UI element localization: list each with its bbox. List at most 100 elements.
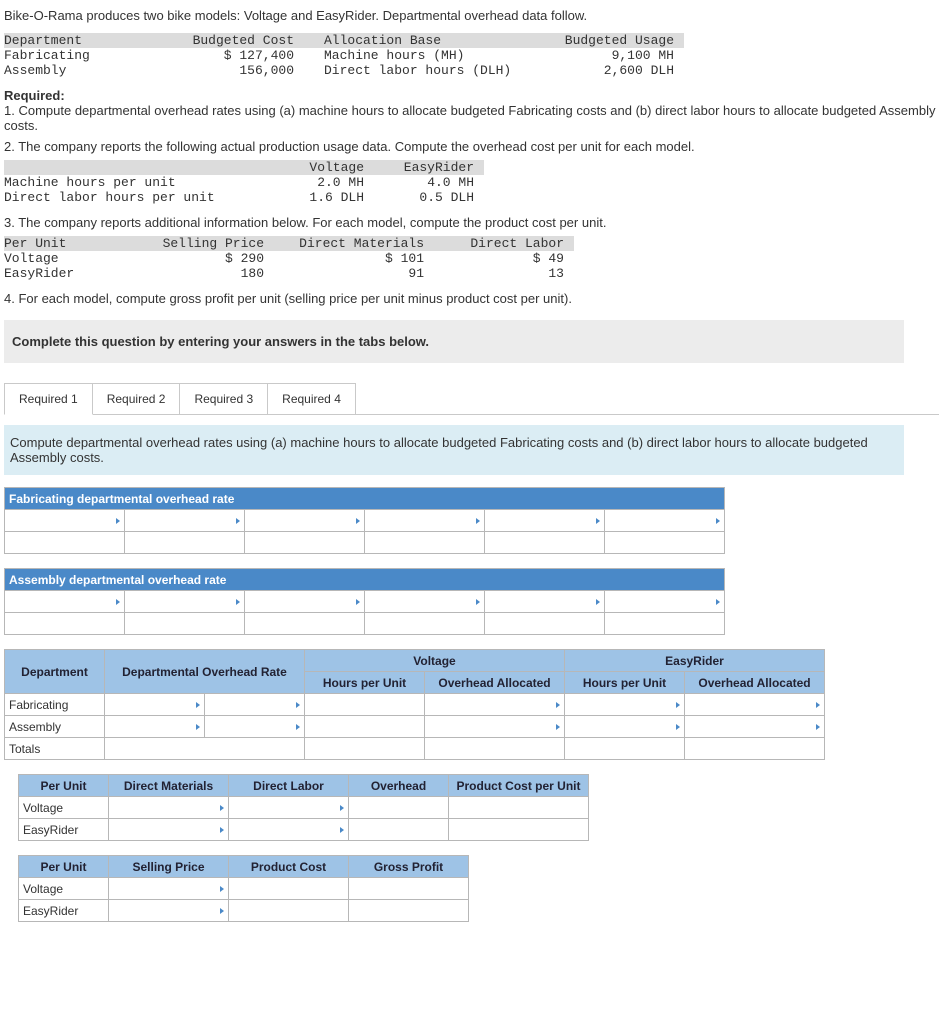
asm-v-2[interactable] — [245, 613, 365, 635]
gp-h3: Gross Profit — [349, 856, 469, 878]
gross-profit-table: Per Unit Selling Price Product Cost Gros… — [18, 855, 469, 922]
gp-e-pc[interactable] — [229, 900, 349, 922]
pc-e-dm[interactable] — [109, 819, 229, 841]
gp-v-pc[interactable] — [229, 878, 349, 900]
alloc-e-hpu: Hours per Unit — [565, 672, 685, 694]
alloc-asm-eoa[interactable] — [685, 716, 825, 738]
alloc-fab-rate2[interactable] — [205, 694, 305, 716]
t3-r0c2: $ 101 — [274, 251, 434, 266]
fab-v-4[interactable] — [485, 532, 605, 554]
t2-h0 — [4, 160, 264, 175]
alloc-tot-vh — [305, 738, 425, 760]
tab-required-1[interactable]: Required 1 — [4, 383, 93, 415]
gp-v-gp[interactable] — [349, 878, 469, 900]
fab-in-0[interactable] — [5, 510, 125, 532]
alloc-row-tot: Totals — [5, 738, 105, 760]
asm-in-5[interactable] — [605, 591, 725, 613]
gp-e-sp[interactable] — [109, 900, 229, 922]
asm-in-2[interactable] — [245, 591, 365, 613]
tab-required-3[interactable]: Required 3 — [180, 383, 268, 415]
t2-r1c2: 0.5 DLH — [374, 190, 484, 205]
alloc-fab-vh[interactable] — [305, 694, 425, 716]
pc-v-tot[interactable] — [449, 797, 589, 819]
alloc-tot-eoa[interactable] — [685, 738, 825, 760]
fab-v-1[interactable] — [125, 532, 245, 554]
gp-r1: EasyRider — [19, 900, 109, 922]
gp-h1: Selling Price — [109, 856, 229, 878]
tab-required-2[interactable]: Required 2 — [93, 383, 181, 415]
t3-r1c0: EasyRider — [4, 266, 134, 281]
pc-r1: EasyRider — [19, 819, 109, 841]
alloc-e-oa: Overhead Allocated — [685, 672, 825, 694]
asm-v-3[interactable] — [365, 613, 485, 635]
asm-in-0[interactable] — [5, 591, 125, 613]
alloc-asm-eh[interactable] — [565, 716, 685, 738]
pc-e-oh[interactable] — [349, 819, 449, 841]
fab-in-1[interactable] — [125, 510, 245, 532]
fab-in-5[interactable] — [605, 510, 725, 532]
t2-r1c1: 1.6 DLH — [264, 190, 374, 205]
asm-title: Assembly departmental overhead rate — [5, 569, 725, 591]
pc-h3: Overhead — [349, 775, 449, 797]
alloc-v-oa: Overhead Allocated — [425, 672, 565, 694]
fab-v-5[interactable] — [605, 532, 725, 554]
pc-v-oh[interactable] — [349, 797, 449, 819]
gp-e-gp[interactable] — [349, 900, 469, 922]
alloc-asm-rate2[interactable] — [205, 716, 305, 738]
usage-data-table: Voltage EasyRider Machine hours per unit… — [4, 160, 484, 205]
fab-in-3[interactable] — [365, 510, 485, 532]
alloc-fab-eh[interactable] — [565, 694, 685, 716]
fab-in-2[interactable] — [245, 510, 365, 532]
alloc-asm-vh[interactable] — [305, 716, 425, 738]
t3-h3: Direct Labor — [434, 236, 574, 251]
pc-e-tot[interactable] — [449, 819, 589, 841]
t3-r1c2: 91 — [274, 266, 434, 281]
asm-in-3[interactable] — [365, 591, 485, 613]
req2-text: 2. The company reports the following act… — [4, 139, 939, 154]
asm-v-1[interactable] — [125, 613, 245, 635]
pc-v-dm[interactable] — [109, 797, 229, 819]
alloc-tot-rate — [105, 738, 305, 760]
fab-v-2[interactable] — [245, 532, 365, 554]
fab-v-0[interactable] — [5, 532, 125, 554]
pc-h4: Product Cost per Unit — [449, 775, 589, 797]
asm-v-0[interactable] — [5, 613, 125, 635]
pc-v-dl[interactable] — [229, 797, 349, 819]
gp-h0: Per Unit — [19, 856, 109, 878]
asm-v-4[interactable] — [485, 613, 605, 635]
req3-text: 3. The company reports additional inform… — [4, 215, 939, 230]
t1-r0c1: $ 127,400 — [164, 48, 304, 63]
tab-content: Compute departmental overhead rates usin… — [4, 414, 939, 922]
t3-r0c3: $ 49 — [434, 251, 574, 266]
asm-in-4[interactable] — [485, 591, 605, 613]
t1-h0: Department — [4, 33, 164, 48]
t3-h1: Selling Price — [134, 236, 274, 251]
alloc-tot-voa[interactable] — [425, 738, 565, 760]
tab-required-4[interactable]: Required 4 — [268, 383, 356, 415]
overhead-data-table: Department Budgeted Cost Allocation Base… — [4, 33, 684, 78]
fab-in-4[interactable] — [485, 510, 605, 532]
t1-h1: Budgeted Cost — [164, 33, 304, 48]
gp-v-sp[interactable] — [109, 878, 229, 900]
t3-r1c3: 13 — [434, 266, 574, 281]
gp-h2: Product Cost — [229, 856, 349, 878]
req1-text: 1. Compute departmental overhead rates u… — [4, 103, 939, 133]
t1-h2: Allocation Base — [304, 33, 534, 48]
t2-r0c2: 4.0 MH — [374, 175, 484, 190]
t2-r0c1: 2.0 MH — [264, 175, 374, 190]
alloc-asm-rate1[interactable] — [105, 716, 205, 738]
alloc-fab-rate1[interactable] — [105, 694, 205, 716]
pc-h0: Per Unit — [19, 775, 109, 797]
alloc-v-hpu: Hours per Unit — [305, 672, 425, 694]
asm-in-1[interactable] — [125, 591, 245, 613]
alloc-asm-voa[interactable] — [425, 716, 565, 738]
t2-r1c0: Direct labor hours per unit — [4, 190, 264, 205]
pc-e-dl[interactable] — [229, 819, 349, 841]
pc-h1: Direct Materials — [109, 775, 229, 797]
fab-v-3[interactable] — [365, 532, 485, 554]
asm-v-5[interactable] — [605, 613, 725, 635]
alloc-fab-eoa[interactable] — [685, 694, 825, 716]
alloc-fab-voa[interactable] — [425, 694, 565, 716]
pc-r0: Voltage — [19, 797, 109, 819]
tab-description: Compute departmental overhead rates usin… — [4, 425, 904, 475]
